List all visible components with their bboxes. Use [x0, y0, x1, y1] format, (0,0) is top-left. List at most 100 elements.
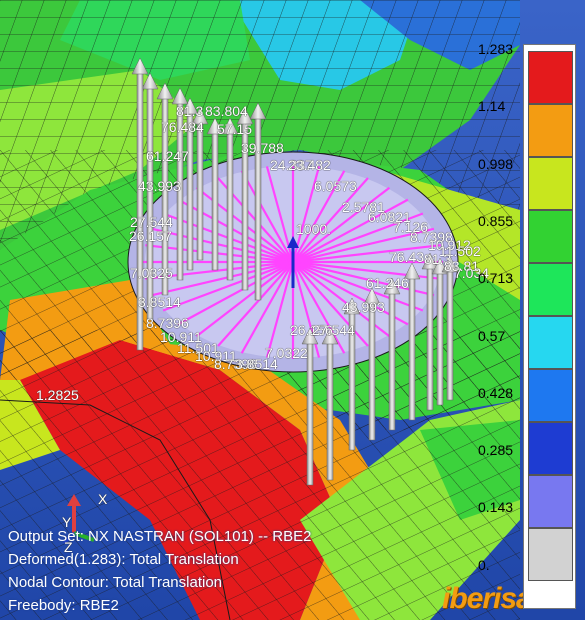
output-set-text: Output Set: NX NASTRAN (SOL101) -- RBE2 — [8, 528, 312, 545]
rbe2-leg — [151, 260, 294, 297]
freebody-arrow-head — [191, 107, 209, 125]
rbe2-leg — [217, 261, 294, 347]
arrow-value-label: 7.0322 — [265, 345, 308, 361]
arrow-value-label: 8.7396 — [146, 315, 189, 331]
legend-tick-label: 0.998 — [478, 155, 514, 172]
legend-band — [528, 422, 573, 475]
freebody-arrow-shaft — [211, 129, 219, 271]
arrow-value-label: 83.81 — [444, 258, 480, 274]
deformed-text: Deformed(1.283): Total Translation — [8, 551, 239, 568]
freebody-arrow-shaft — [306, 339, 314, 486]
arrow-value-label: 76.43 — [389, 249, 425, 265]
rbe2-leg — [292, 261, 369, 347]
arrow-value-label: 2.5781 — [342, 199, 385, 215]
arrow-value-label: 26.157 — [129, 228, 172, 244]
triad-x-label: X — [98, 491, 108, 507]
legend-tick-label: 0.428 — [478, 384, 514, 401]
arrow-value-label: 8.7398 — [410, 229, 453, 245]
legend-band — [528, 104, 573, 157]
arrow-value-label: 10.911 — [160, 329, 202, 345]
freebody-arrow-head — [236, 107, 254, 125]
legend-band — [528, 369, 573, 422]
freebody-arrow-head — [221, 117, 239, 135]
legend-band — [528, 263, 573, 316]
legend-band — [528, 528, 573, 581]
arrow-value-label: 11.501 — [177, 340, 219, 356]
legend-tick-label: 0.855 — [478, 212, 514, 229]
rbe2-leg — [145, 244, 294, 264]
freebody-arrow-head — [249, 102, 267, 120]
freebody-arrow-shaft — [368, 299, 376, 441]
freebody-arrows — [131, 57, 459, 486]
freebody-arrow-shaft — [426, 264, 434, 411]
rbe2-leg — [292, 244, 441, 264]
rbe2-leg — [292, 186, 391, 263]
legend-tick-label: 0.143 — [478, 499, 514, 516]
freebody-arrow-head — [301, 327, 319, 345]
freebody-arrow-head — [156, 82, 174, 100]
freebody-arrow-head — [343, 297, 361, 315]
arrow-value-label: 26.156 — [290, 322, 333, 338]
rbe2-leg — [292, 212, 424, 264]
arrow-value-label: 7.034 — [454, 265, 490, 281]
brand-logo: iberisa — [442, 582, 533, 615]
freebody-arrow-shaft — [226, 129, 234, 281]
contour-text: Nodal Contour: Total Translation — [8, 574, 223, 591]
arrow-value-label: 27.544 — [130, 214, 173, 230]
arrow-value-label: 43.993 — [138, 178, 181, 194]
arrow-value-label: 11.502 — [439, 243, 481, 259]
arrow-value-label: 6.0573 — [314, 178, 357, 194]
arrow-value-label: 83.804 — [205, 103, 248, 119]
coordinate-triad — [62, 494, 95, 545]
freebody-arrow-head — [363, 287, 381, 305]
arrow-value-label: 3.8514 — [235, 356, 278, 372]
legend-band — [528, 475, 573, 528]
arrow-value-label: 76.484 — [161, 119, 204, 135]
legend-band — [528, 157, 573, 210]
freebody-arrow-head — [171, 87, 189, 105]
freebody-arrow-head — [403, 262, 421, 280]
freebody-arrow-shaft — [196, 119, 204, 261]
arrow-value-label: 6.0821 — [368, 209, 411, 225]
arrow-value-label: 43.993 — [342, 299, 385, 315]
rbe2-leg — [292, 260, 424, 312]
rbe2-leg — [292, 198, 409, 263]
freebody-arrow-head — [181, 97, 199, 115]
arrow-value-label: 23.482 — [288, 157, 331, 173]
freebody-arrow-head — [206, 117, 224, 135]
arrow-value-label: 57.15 — [217, 121, 253, 137]
freebody-arrow-shaft — [388, 289, 396, 431]
freebody-arrow-shaft — [436, 269, 444, 406]
freebody-arrow-head — [421, 252, 439, 270]
freebody-arrow-shaft — [326, 339, 334, 481]
rbe2-leg — [292, 170, 346, 263]
rbe2-leg — [145, 260, 294, 280]
arrow-value-label: 27.544 — [312, 322, 355, 338]
rbe2-leg — [195, 261, 294, 338]
triad-y-label: Y — [62, 514, 72, 530]
freebody-arrow-head — [321, 327, 339, 345]
freebody-text: Freebody: RBE2 — [8, 597, 119, 614]
arrow-value-label: 39.788 — [241, 140, 284, 156]
max-value-label: 1.2825 — [36, 387, 79, 403]
arrow-value-label: 7.0325 — [130, 265, 173, 281]
legend-band — [528, 51, 573, 104]
legend-band — [528, 210, 573, 263]
arrow-value-label: 10.912 — [428, 237, 471, 253]
arrow-value-label: 24.337 — [270, 157, 313, 173]
contour-legend[interactable] — [523, 44, 576, 609]
freebody-arrow-shaft — [446, 267, 454, 401]
freebody-arrow-head — [141, 72, 159, 90]
legend-tick-label: 0.57 — [478, 327, 506, 344]
rbe2-leg — [240, 261, 294, 354]
freebody-arrow-head — [383, 277, 401, 295]
legend-tick-label: 0. — [478, 556, 490, 573]
arrow-value-label: 8.7396 — [214, 356, 257, 372]
center-force-label: 1000. — [296, 221, 332, 237]
rbe2-leg — [265, 261, 295, 358]
rbe2-leg — [177, 261, 294, 326]
legend-tick-label: 1.283 — [478, 41, 514, 57]
arrow-value-label: 81.3 — [424, 251, 452, 267]
